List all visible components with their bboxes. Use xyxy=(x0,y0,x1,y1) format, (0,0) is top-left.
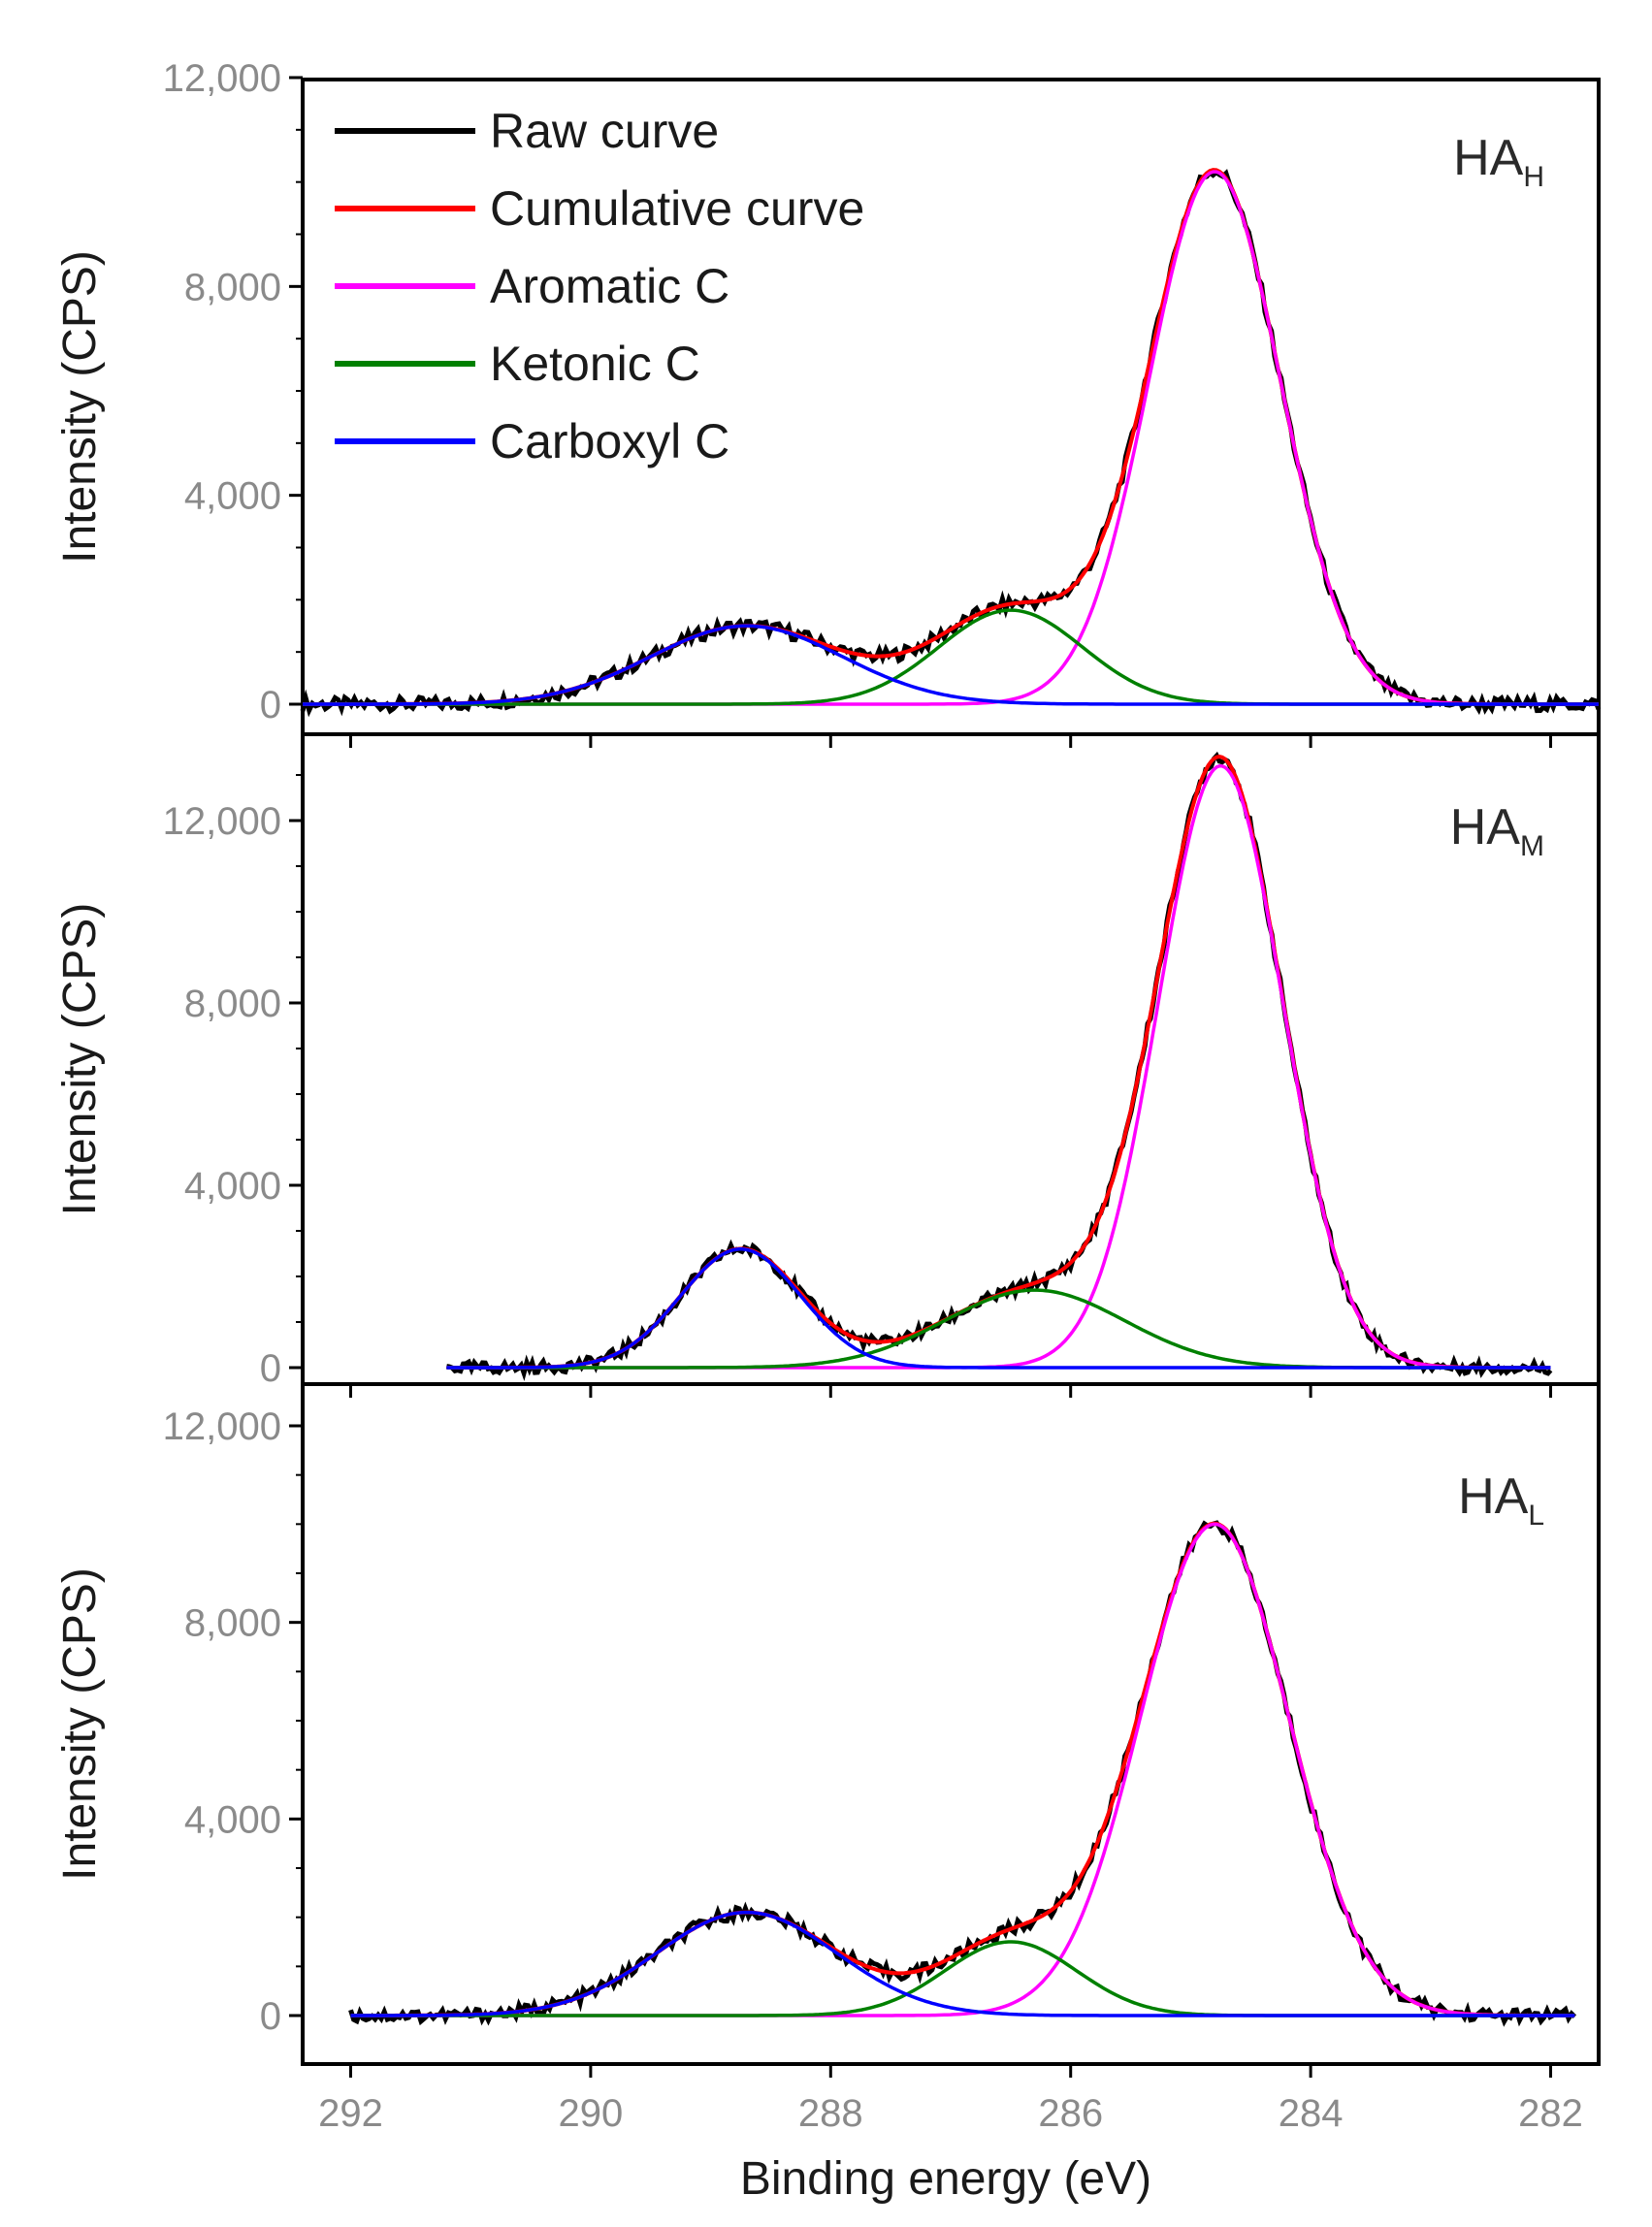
panel-1: 0 4,000 8,000 12,000 Intensity (CPS) HAH xyxy=(54,57,1602,736)
y-tick-label: 12,000 xyxy=(163,800,281,843)
legend: Raw curve Cumulative curve Aromatic C Keton… xyxy=(335,104,864,468)
panel-2: 0 4,000 8,000 12,000 Intensity (CPS) HAM xyxy=(54,732,1601,1390)
legend-label: Carboxyl C xyxy=(490,414,729,468)
series-aromatic-c xyxy=(350,1522,1575,2017)
series-carboxyl-c xyxy=(446,1247,1551,1370)
legend-label: Raw curve xyxy=(490,104,719,158)
x-tick-label: 288 xyxy=(798,2092,863,2135)
y-tick-label: 8,000 xyxy=(184,1602,281,1645)
y-axis-title: Intensity (CPS) xyxy=(54,250,106,564)
panel-tag-sub: L xyxy=(1528,1500,1544,1532)
y-tick-label: 12,000 xyxy=(163,1405,281,1448)
panel-3: 0 4,000 8,000 12,000 Intensity (CPS) HAL xyxy=(54,1382,1601,2078)
y-tick-label: 12,000 xyxy=(163,57,281,100)
series-aromatic-c xyxy=(446,763,1551,1370)
panel-tag: HAM xyxy=(1450,799,1544,862)
y-tick-label: 0 xyxy=(260,684,281,726)
series-raw-curve xyxy=(445,751,1553,1382)
series-carboxyl-c xyxy=(350,1910,1575,2017)
series-carboxyl-c xyxy=(303,624,1599,706)
y-tick-label: 4,000 xyxy=(184,1798,281,1841)
panel-tag-sub: H xyxy=(1523,161,1544,193)
x-tick-label: 282 xyxy=(1518,2092,1583,2135)
series-raw-curve xyxy=(348,1520,1577,2027)
series-cumulative-curve xyxy=(446,754,1551,1370)
y-tick-label: 0 xyxy=(260,1347,281,1390)
panel-tag: HAH xyxy=(1453,130,1544,193)
y-tick-label: 8,000 xyxy=(184,266,281,308)
x-tick-label: 284 xyxy=(1279,2092,1344,2135)
legend-label: Cumulative curve xyxy=(490,181,864,236)
legend-label: Aromatic C xyxy=(490,259,729,313)
panel-tag-sub: M xyxy=(1520,830,1544,862)
y-tick-label: 0 xyxy=(260,1995,281,2038)
series-cumulative-curve xyxy=(350,1521,1575,2017)
panel-frame xyxy=(301,1382,1601,2066)
x-tick-label: 292 xyxy=(318,2092,383,2135)
panel-tag: HAL xyxy=(1458,1469,1544,1532)
panel-frame xyxy=(301,732,1601,1386)
x-axis-title: Binding energy (eV) xyxy=(740,2153,1151,2205)
panels: 0 4,000 8,000 12,000 Intensity (CPS) HAH 0 4,00… xyxy=(54,57,1602,2078)
y-tick-label: 4,000 xyxy=(184,475,281,518)
legend-label: Ketonic C xyxy=(490,337,700,391)
y-tick-label: 4,000 xyxy=(184,1165,281,1208)
x-tick-label: 290 xyxy=(559,2092,624,2135)
y-tick-label: 8,000 xyxy=(184,983,281,1025)
y-axis-title: Intensity (CPS) xyxy=(54,1567,106,1881)
x-tick-label: 286 xyxy=(1038,2092,1103,2135)
y-axis-title: Intensity (CPS) xyxy=(54,903,106,1216)
